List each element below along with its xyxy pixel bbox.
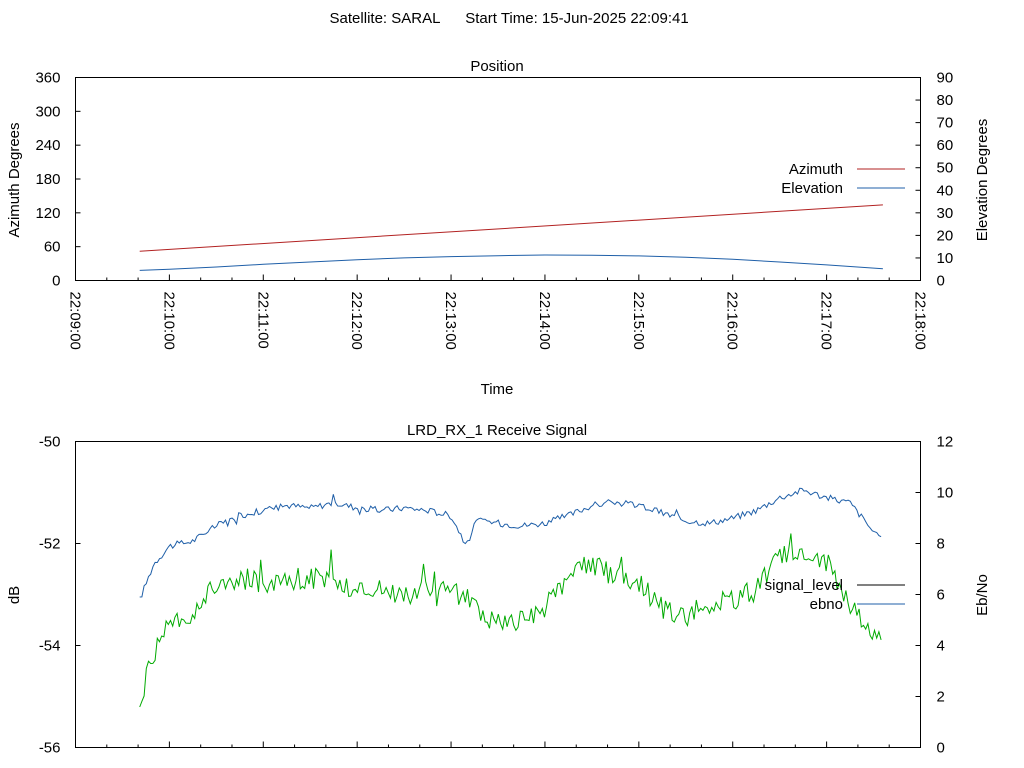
azimuth-tick-label: 60 — [44, 239, 61, 256]
time-tick-label: 22:11:00 — [254, 292, 271, 349]
receive-signal-chart: LRD_RX_1 Receive Signal dB Eb/No -56 -54 -… — [6, 422, 991, 757]
ebno-tick-label: 12 — [937, 434, 954, 451]
legend-signal-level-label: signal_level — [765, 577, 843, 594]
db-tick-label: -52 — [39, 536, 61, 553]
elevation-tick-label: 80 — [937, 92, 954, 109]
time-tick-label: 22:13:00 — [442, 292, 459, 350]
azimuth-tick-label: 180 — [35, 171, 60, 188]
receive-signal-plot-frame — [75, 441, 921, 748]
elevation-tick-label: 60 — [937, 137, 954, 154]
legend-ebno-label: ebno — [810, 596, 843, 613]
elevation-axis-label: Elevation Degrees — [974, 119, 991, 242]
time-axis-label: Time — [481, 381, 514, 398]
db-axis-label: dB — [6, 586, 23, 604]
db-tick-label: -50 — [39, 434, 61, 451]
azimuth-line — [139, 204, 883, 252]
position-plot-frame — [75, 77, 921, 281]
time-tick-label: 22:16:00 — [724, 292, 741, 350]
start-time-label: Start Time: 15-Jun-2025 22:09:41 — [465, 10, 688, 27]
azimuth-axis-label: Azimuth Degrees — [6, 122, 23, 237]
ebno-tick-label: 2 — [937, 689, 945, 706]
position-chart: Position Azimuth Degrees Elevation Degre… — [6, 58, 991, 398]
time-tick-label: 22:15:00 — [630, 292, 647, 350]
receive-signal-chart-title: LRD_RX_1 Receive Signal — [407, 422, 587, 439]
elevation-tick-label: 90 — [937, 70, 954, 87]
elevation-tick-label: 0 — [937, 273, 945, 290]
azimuth-tick-label: 360 — [35, 70, 60, 87]
elevation-tick-label: 50 — [937, 160, 954, 177]
ebno-tick-label: 8 — [937, 536, 945, 553]
signal-level-line — [139, 533, 882, 708]
elevation-tick-label: 10 — [937, 250, 954, 267]
time-tick-label: 22:10:00 — [160, 292, 177, 350]
elevation-tick-label: 70 — [937, 115, 954, 132]
position-chart-title: Position — [470, 58, 523, 75]
satellite-label: Satellite: SARAL — [330, 10, 441, 27]
time-tick-label: 22:17:00 — [818, 292, 835, 350]
ebno-tick-label: 10 — [937, 485, 954, 502]
db-tick-label: -54 — [39, 638, 61, 655]
time-tick-label: 22:12:00 — [348, 292, 365, 350]
azimuth-tick-label: 120 — [35, 205, 60, 222]
ebno-tick-label: 0 — [937, 740, 945, 757]
ebno-line — [139, 487, 882, 598]
elevation-tick-label: 20 — [937, 227, 954, 244]
azimuth-tick-label: 240 — [35, 137, 60, 154]
azimuth-tick-label: 0 — [52, 273, 60, 290]
ebno-axis-label: Eb/No — [974, 574, 991, 616]
time-tick-label: 22:14:00 — [536, 292, 553, 350]
time-tick-label: 22:18:00 — [912, 292, 929, 350]
time-tick-label: 22:09:00 — [67, 292, 84, 350]
azimuth-tick-label: 300 — [35, 103, 60, 120]
legend-elevation-label: Elevation — [781, 180, 843, 197]
elevation-line — [139, 254, 883, 271]
ebno-tick-label: 4 — [937, 638, 945, 655]
elevation-tick-label: 30 — [937, 205, 954, 222]
legend-azimuth-label: Azimuth — [789, 161, 843, 178]
ebno-tick-label: 6 — [937, 587, 945, 604]
db-tick-label: -56 — [39, 740, 61, 757]
elevation-tick-label: 40 — [937, 182, 954, 199]
